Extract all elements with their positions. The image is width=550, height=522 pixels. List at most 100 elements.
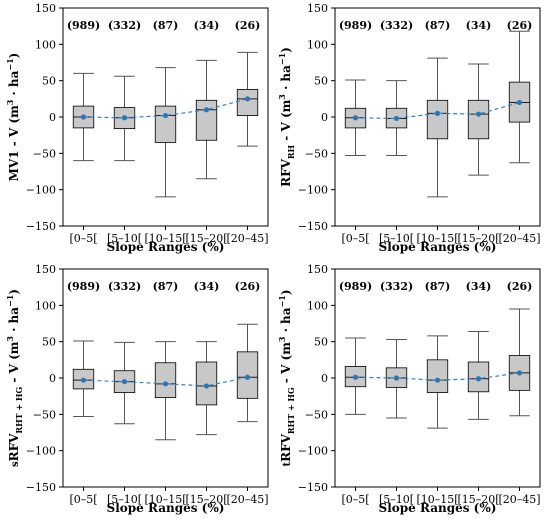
- mean-point: [475, 111, 482, 117]
- count-label: (332): [380, 19, 413, 32]
- count-label: (87): [153, 19, 179, 32]
- x-tick-label: [20–45]: [226, 493, 268, 506]
- y-tick-label: 0: [49, 111, 56, 124]
- count-label: (34): [466, 19, 492, 32]
- mean-point: [162, 381, 169, 387]
- y-tick-label: −150: [298, 220, 328, 233]
- y-tick-label: 100: [35, 38, 56, 51]
- y-tick-label: 100: [35, 299, 56, 312]
- chart-panel-bottom-left: −150 −100 −50 0 50 100 150 [0–5[[5–10[[10–15[[1…: [5, 263, 269, 515]
- chart-panel-top-right: −150 −100 −50 0 50 100 150 [0–5[[5–10[[10–15[[1…: [277, 2, 541, 254]
- boxplot-2: [426, 57, 449, 198]
- mean-point: [434, 110, 441, 116]
- y-axis-label: sRFVRHT + HG - V (m3 · ha−1): [5, 289, 24, 467]
- ylabel-superscript: −1: [5, 58, 15, 70]
- ylabel-text: · ha: [279, 307, 293, 336]
- y-tick-label: 100: [307, 299, 328, 312]
- ylabel-text: · ha: [7, 70, 21, 99]
- x-tick-label: [5–10[: [107, 232, 142, 245]
- boxplot-2: [426, 335, 449, 429]
- box-iqr: [236, 88, 259, 116]
- boxplot-3: [195, 59, 218, 180]
- y-tick-label: 50: [42, 336, 56, 349]
- mean-point: [244, 96, 251, 102]
- mean-point: [121, 379, 128, 385]
- count-label: (34): [194, 280, 220, 293]
- count-label: (332): [380, 280, 413, 293]
- box-iqr: [426, 99, 449, 140]
- mean-point: [352, 374, 359, 380]
- y-tick-label: 0: [49, 372, 56, 385]
- count-label: (87): [153, 280, 179, 293]
- ylabel-superscript: −1: [277, 295, 287, 307]
- box-iqr: [467, 99, 490, 140]
- y-tick-label: −50: [305, 147, 328, 160]
- y-tick-label: −100: [298, 184, 328, 197]
- boxplot-4: [508, 308, 531, 417]
- boxplot-4: [508, 30, 531, 164]
- count-label: (332): [108, 19, 141, 32]
- boxplot-2: [154, 67, 177, 198]
- x-tick-label: [15–20[: [457, 493, 499, 506]
- y-tick-label: −150: [298, 481, 328, 494]
- mean-point: [162, 112, 169, 119]
- mean-point: [203, 107, 210, 113]
- ylabel-text: ): [7, 53, 21, 59]
- x-tick-label: [20–45]: [226, 232, 268, 245]
- ylabel-text: ): [279, 289, 293, 295]
- mean-point: [352, 115, 359, 121]
- ylabel-superscript: −1: [277, 53, 287, 65]
- y-tick-label: 150: [307, 2, 328, 15]
- count-label: (332): [108, 280, 141, 293]
- x-tick-label: [10–15[: [144, 232, 186, 245]
- ylabel-superscript: 3: [5, 336, 15, 342]
- boxplot-4: [236, 323, 259, 423]
- count-label: (989): [339, 280, 372, 293]
- y-tick-label: −150: [26, 220, 56, 233]
- y-tick-label: 150: [35, 263, 56, 276]
- ylabel-subscript: RHT + HG: [14, 387, 24, 434]
- ylabel-subscript: RH: [286, 144, 296, 159]
- mean-point: [475, 376, 482, 382]
- mean-point: [80, 377, 87, 383]
- y-tick-label: 0: [321, 111, 328, 124]
- ylabel-main: RFV: [279, 433, 293, 461]
- ylabel-main: MV1 - V (m: [7, 105, 21, 181]
- count-label: (34): [194, 19, 220, 32]
- mean-point: [393, 375, 400, 381]
- box-iqr: [154, 105, 177, 143]
- chart-panel-top-left: −150 −100 −50 0 50 100 150 [0–5[[5–10[[10–15[[1…: [5, 2, 269, 254]
- ylabel-superscript: 3: [5, 99, 15, 105]
- count-label: (26): [507, 280, 533, 293]
- x-tick-label: [0–5[: [69, 232, 97, 245]
- ylabel-text: ): [7, 289, 21, 295]
- y-axis-label: RFVRH - V (m3 · ha−1): [277, 47, 296, 187]
- mean-point: [516, 99, 523, 106]
- x-axis-label: Slope Ranges (%): [107, 240, 225, 254]
- y-tick-label: 50: [314, 336, 328, 349]
- x-tick-label: [15–20[: [457, 232, 499, 245]
- x-tick-label: [5–10[: [107, 493, 142, 506]
- ylabel-prefix: t: [282, 462, 293, 467]
- x-tick-label: [15–20[: [185, 493, 227, 506]
- ylabel-superscript: 3: [277, 336, 287, 342]
- x-tick-label: [20–45]: [498, 232, 540, 245]
- y-tick-label: 150: [35, 2, 56, 15]
- ylabel-main: RFV: [279, 158, 293, 186]
- count-label: (989): [67, 19, 100, 32]
- boxplot-3: [467, 63, 490, 176]
- x-tick-label: [15–20[: [185, 232, 227, 245]
- y-tick-label: −50: [305, 408, 328, 421]
- ylabel-text: - V (m: [279, 99, 293, 145]
- ylabel-main: RFV: [7, 433, 21, 461]
- mean-trend-line: [355, 372, 520, 381]
- ylabel-subscript: RHT + HG: [286, 387, 296, 434]
- x-tick-label: [0–5[: [341, 493, 369, 506]
- box-iqr: [154, 362, 177, 399]
- count-label: (34): [466, 280, 492, 293]
- count-label: (989): [67, 280, 100, 293]
- ylabel-text: · ha: [7, 307, 21, 336]
- mean-point: [203, 383, 210, 389]
- ylabel-text: - V (m: [279, 342, 293, 388]
- y-tick-label: −150: [26, 481, 56, 494]
